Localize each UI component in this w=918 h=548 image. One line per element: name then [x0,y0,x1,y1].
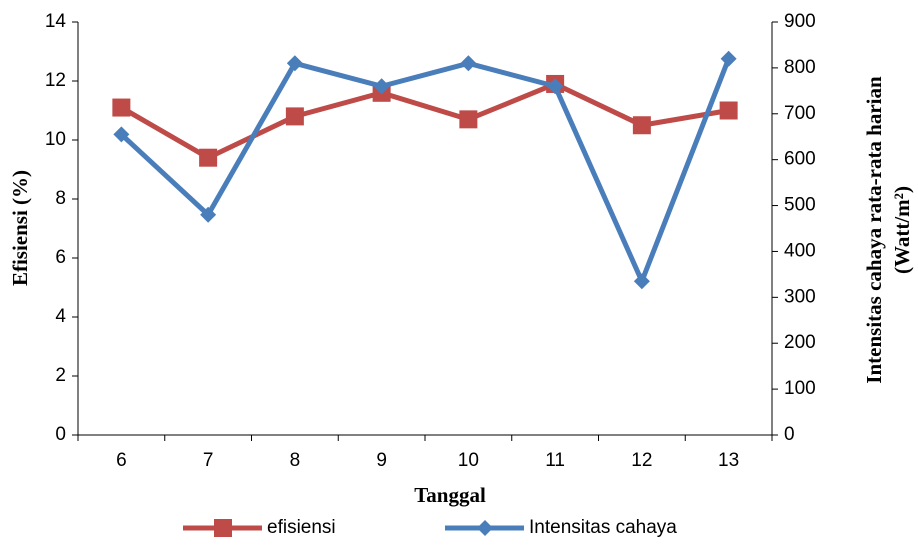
marker [633,273,650,290]
y-tick-label: 4 [55,306,66,327]
y2-tick-label: 300 [784,286,816,307]
marker [632,116,651,135]
marker [373,78,390,95]
y-tick-label: 10 [45,129,66,150]
series-line [119,57,731,284]
marker [112,98,131,117]
y2-axis-label: (Watt/m²) [890,186,914,274]
y-tick-label: 8 [55,188,66,209]
legend-label: efisiensi [267,517,336,538]
marker [459,110,478,129]
y-tick-label: 6 [55,247,66,268]
marker [477,520,493,536]
marker [199,148,218,167]
y-tick-label: 14 [45,11,67,32]
y-tick-label: 12 [45,70,66,91]
x-tick-label: 12 [631,450,652,471]
marker [214,519,232,537]
marker [460,55,477,72]
y2-tick-label: 700 [784,103,816,124]
y2-tick-label: 900 [784,11,816,32]
x-axis-label: Tanggal [414,483,486,507]
y-tick-label: 2 [55,365,66,386]
y2-tick-label: 600 [784,149,816,170]
x-tick-label: 7 [203,450,214,471]
y2-tick-label: 400 [784,240,816,261]
marker [719,101,738,120]
series-line [120,81,730,161]
x-tick-label: 11 [545,450,565,471]
x-tick-label: 10 [458,450,479,471]
x-tick-label: 6 [116,450,127,471]
marker [720,50,737,67]
x-tick-label: 8 [290,450,301,471]
y2-tick-label: 100 [784,378,816,399]
marker [286,55,303,72]
y-tick-label: 0 [55,424,66,445]
x-tick-label: 13 [718,450,739,471]
y2-tick-label: 800 [784,57,816,78]
marker [200,206,217,223]
marker [285,107,304,126]
y2-tick-label: 500 [784,195,816,216]
y2-tick-label: 0 [784,424,795,445]
y2-axis-label: Intensitas cahaya rata-rata harian [862,76,886,384]
y-axis-label: Efisiensi (%) [8,170,32,286]
y2-tick-label: 200 [784,332,816,353]
marker [547,78,564,95]
legend-label: Intensitas cahaya [529,517,677,538]
marker [113,126,130,143]
x-tick-label: 9 [376,450,387,471]
